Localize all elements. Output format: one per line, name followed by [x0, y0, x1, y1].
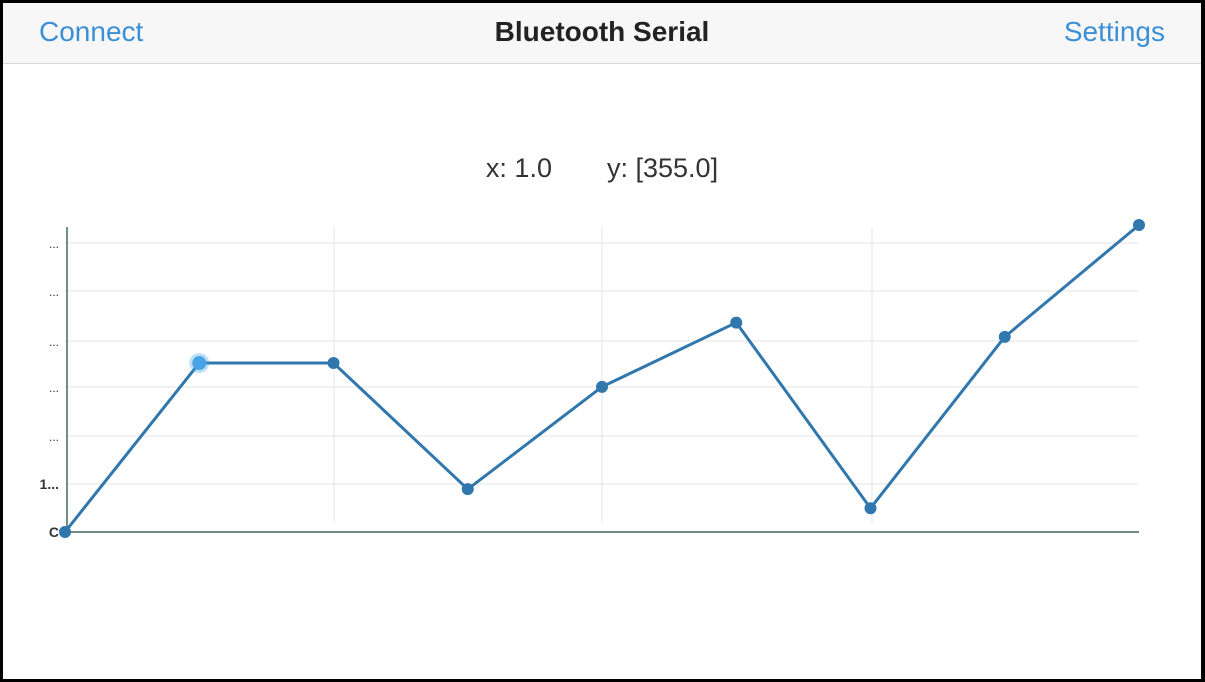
x-value-readout: x: 1.0 [485, 153, 552, 183]
selected-data-point [192, 356, 207, 371]
data-point [864, 502, 877, 515]
y-tick-label: ... [49, 237, 59, 251]
y-tick-label: ... [49, 381, 59, 395]
y-tick-label: C [49, 524, 59, 540]
line-chart[interactable]: C 1.................. [3, 3, 1201, 679]
data-point [461, 483, 474, 496]
y-tick-label: 1... [40, 476, 59, 492]
y-tick-label: ... [49, 335, 59, 349]
connect-button[interactable]: Connect [39, 16, 144, 47]
settings-button[interactable]: Settings [1063, 16, 1165, 47]
selected-value-readout: x: 1.0 y: [355.0] [3, 151, 1201, 185]
y-tick-label: ... [49, 285, 59, 299]
y-value-readout: y: [355.0] [607, 153, 719, 183]
data-point [1133, 219, 1145, 231]
page-title: Bluetooth Serial [494, 16, 710, 47]
data-point [596, 380, 608, 393]
data-point [730, 316, 743, 329]
app-screen: Connect Bluetooth Serial Settings x: 1.0… [3, 3, 1201, 679]
data-point [998, 330, 1011, 343]
data-point [327, 357, 340, 370]
data-point [59, 526, 71, 538]
y-tick-label: ... [49, 430, 59, 444]
navigation-bar: Connect Bluetooth Serial Settings [3, 3, 1201, 64]
